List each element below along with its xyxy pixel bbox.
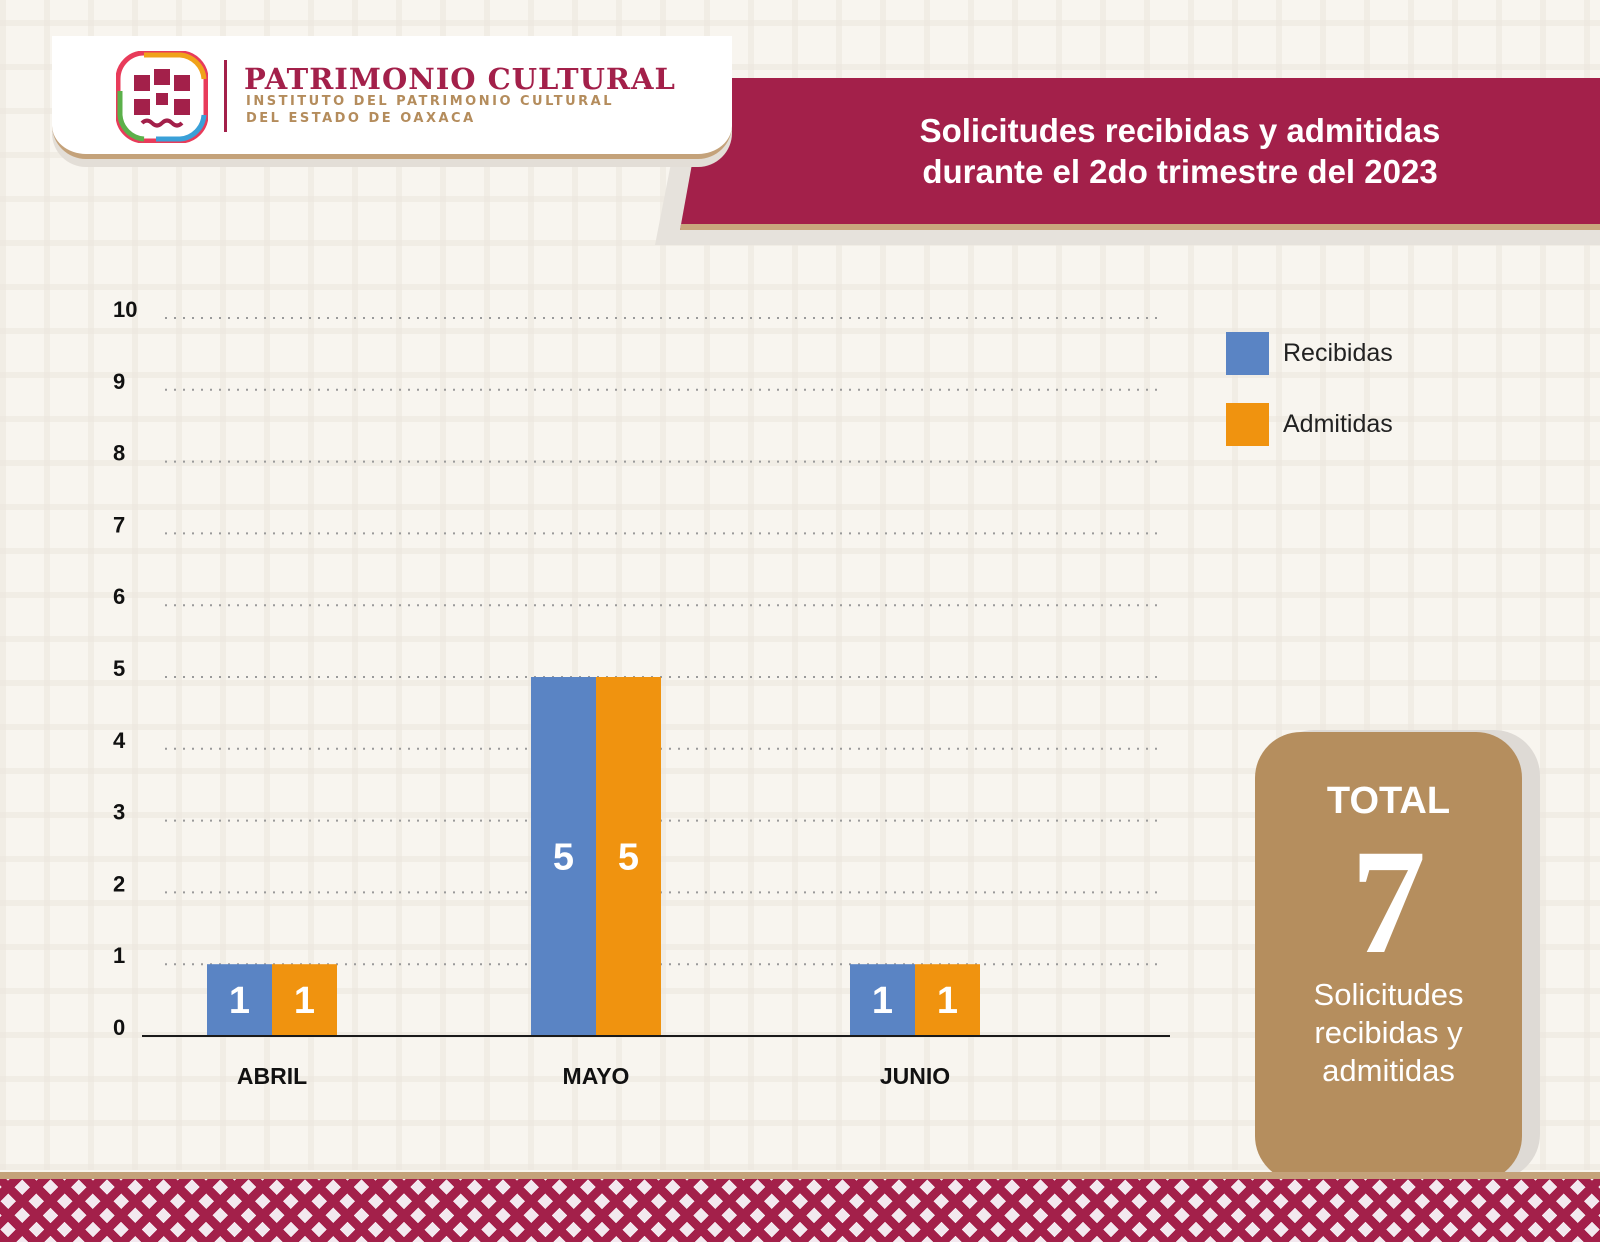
bars: 1 1 5 5 1 1 xyxy=(207,677,980,1036)
total-card: TOTAL 7 Solicitudes recibidas y admitida… xyxy=(1255,732,1522,1182)
y-tick-labels: 0 1 2 3 4 5 6 7 8 9 10 xyxy=(113,297,137,1040)
legend-label-admitidas: Admitidas xyxy=(1283,410,1393,438)
institute-logo-icon xyxy=(116,51,208,143)
data-label: 1 xyxy=(872,980,893,1022)
y-tick-label: 6 xyxy=(113,584,125,609)
y-tick-label: 5 xyxy=(113,656,125,681)
bar-admitidas-mayo xyxy=(596,677,661,1036)
legend-item-admitidas: Admitidas xyxy=(1226,403,1393,446)
x-tick-label: ABRIL xyxy=(237,1063,307,1089)
data-label: 1 xyxy=(937,980,958,1022)
bar-recibidas-mayo xyxy=(531,677,596,1036)
y-tick-label: 9 xyxy=(113,369,125,394)
logo-divider xyxy=(224,60,227,132)
logo-subtitle-line1: INSTITUTO DEL PATRIMONIO CULTURAL xyxy=(246,94,615,109)
logo-card: PATRIMONIO CULTURAL INSTITUTO DEL PATRIM… xyxy=(52,36,732,159)
chart-title: Solicitudes recibidas y admitidas durant… xyxy=(919,112,1441,190)
y-tick-label: 8 xyxy=(113,441,125,466)
y-tick-label: 1 xyxy=(113,943,125,968)
data-label: 1 xyxy=(294,980,315,1022)
bar-admitidas-junio xyxy=(915,964,980,1036)
data-label: 1 xyxy=(229,980,250,1022)
legend-swatch-recibidas xyxy=(1226,332,1269,375)
decorative-bottom-band xyxy=(0,1172,1600,1242)
logo-subtitle-line2: DEL ESTADO DE OAXACA xyxy=(246,111,476,126)
data-label: 5 xyxy=(618,837,639,879)
x-tick-label: MAYO xyxy=(563,1063,630,1089)
total-title: TOTAL xyxy=(1326,780,1451,822)
logo-title: PATRIMONIO CULTURAL xyxy=(244,62,676,96)
legend-swatch-admitidas xyxy=(1226,403,1269,446)
total-value: 7 xyxy=(1351,819,1426,985)
y-tick-label: 7 xyxy=(113,512,125,537)
grid-lines xyxy=(165,317,1160,966)
bar-recibidas-junio xyxy=(850,964,915,1036)
y-tick-label: 4 xyxy=(113,728,126,753)
total-caption: Solicitudes recibidas y admitidas xyxy=(1313,977,1464,1088)
x-tick-labels: ABRIL MAYO JUNIO xyxy=(237,1063,950,1089)
y-tick-label: 2 xyxy=(113,871,125,896)
data-label: 5 xyxy=(553,837,574,879)
y-tick-label: 10 xyxy=(113,297,137,322)
bar-recibidas-abril xyxy=(207,964,272,1036)
bar-admitidas-abril xyxy=(272,964,337,1036)
y-tick-label: 3 xyxy=(113,800,125,825)
legend-label-recibidas: Recibidas xyxy=(1283,339,1393,367)
y-tick-label: 0 xyxy=(113,1015,125,1040)
title-banner: Solicitudes recibidas y admitidas durant… xyxy=(680,78,1600,230)
legend-item-recibidas: Recibidas xyxy=(1226,332,1393,375)
x-tick-label: JUNIO xyxy=(880,1063,950,1089)
